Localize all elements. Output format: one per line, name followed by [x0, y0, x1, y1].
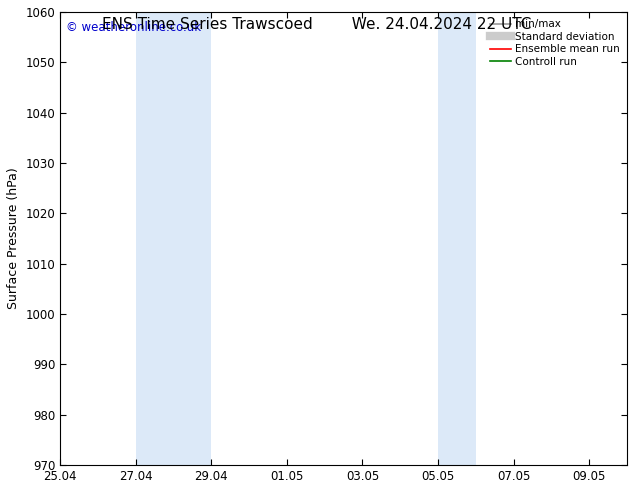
- Bar: [136, 12, 211, 465]
- Text: © weatheronline.co.uk: © weatheronline.co.uk: [66, 21, 201, 34]
- Y-axis label: Surface Pressure (hPa): Surface Pressure (hPa): [7, 168, 20, 310]
- Legend: min/max, Standard deviation, Ensemble mean run, Controll run: min/max, Standard deviation, Ensemble me…: [486, 15, 624, 71]
- Text: ENS Time Series Trawscoed        We. 24.04.2024 22 UTC: ENS Time Series Trawscoed We. 24.04.2024…: [102, 17, 532, 32]
- Bar: [438, 12, 476, 465]
